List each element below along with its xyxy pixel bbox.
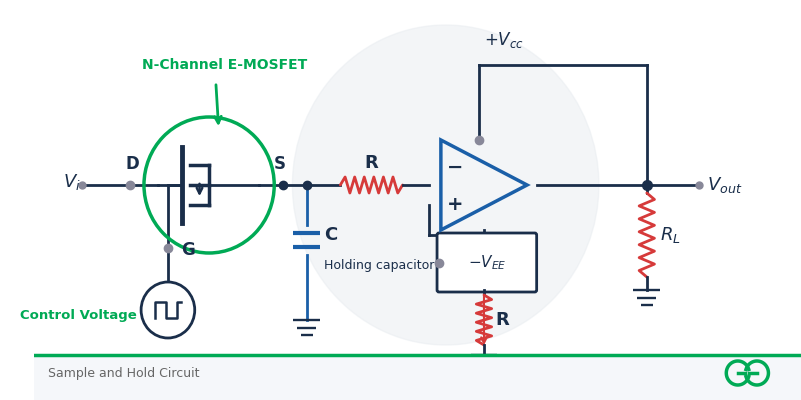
Text: D: D (126, 155, 139, 173)
Text: $+V_{cc}$: $+V_{cc}$ (484, 30, 524, 50)
Text: G: G (181, 241, 195, 259)
Text: −: − (447, 158, 464, 176)
Text: S: S (274, 155, 286, 173)
Text: Holding capacitor: Holding capacitor (324, 258, 434, 272)
Text: N-Channel E-MOSFET: N-Channel E-MOSFET (142, 58, 308, 72)
Text: $R_L$: $R_L$ (660, 225, 681, 245)
Text: R: R (364, 154, 378, 172)
Text: Control Voltage: Control Voltage (19, 308, 136, 322)
Circle shape (292, 25, 599, 345)
Text: $V_{out}$: $V_{out}$ (707, 175, 743, 195)
FancyBboxPatch shape (437, 233, 537, 292)
Circle shape (141, 282, 195, 338)
Text: Sample and Hold Circuit: Sample and Hold Circuit (48, 366, 199, 380)
Text: $V_i$: $V_i$ (62, 172, 80, 192)
Text: C: C (324, 226, 337, 244)
Text: +: + (447, 196, 464, 214)
Bar (34, 355, 801, 400)
Text: $-V_{EE}$: $-V_{EE}$ (468, 253, 506, 272)
Text: R: R (496, 311, 509, 329)
